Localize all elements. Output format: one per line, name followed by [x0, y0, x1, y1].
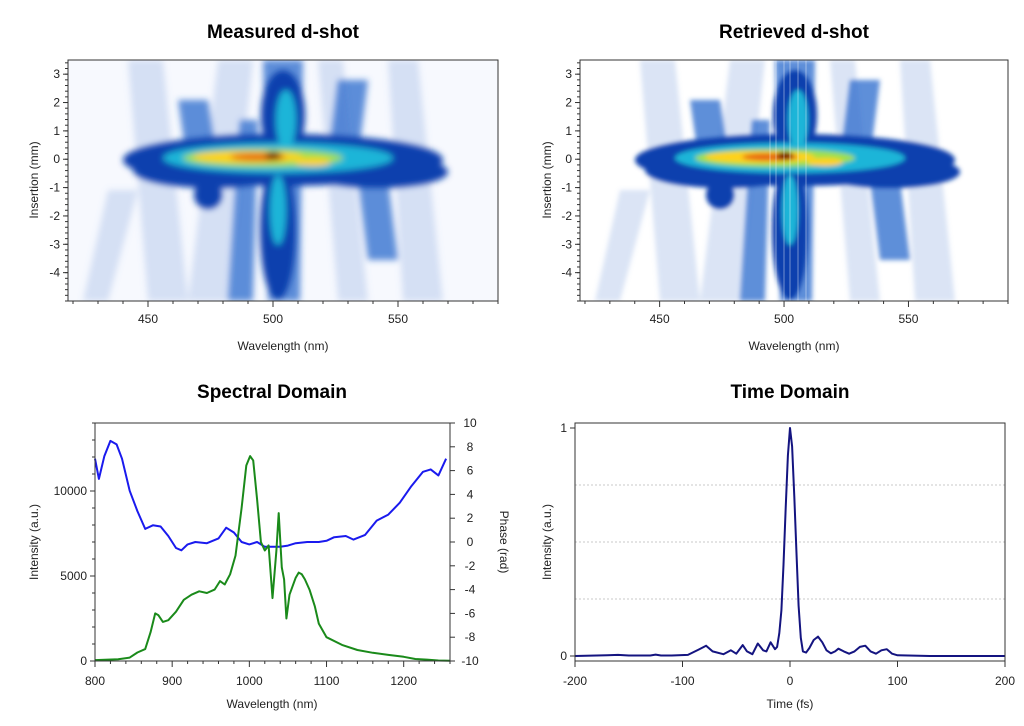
spectral-title: Spectral Domain — [197, 382, 347, 403]
spectral-xtick-label: 900 — [162, 674, 182, 688]
retrieved-heatmap — [580, 60, 1008, 301]
time-ytick-label: 0 — [560, 649, 567, 663]
retrieved-y-ticks: -4 -3 -2 -1 0 1 2 3 — [561, 62, 580, 302]
measured-frame — [67, 59, 499, 302]
retrieved-frame — [579, 59, 1009, 302]
time-series — [574, 427, 1005, 657]
measured-ytick-label: -4 — [49, 266, 60, 280]
retrieved-ytick-label: 0 — [565, 152, 572, 166]
retrieved-ytick-label: -3 — [561, 237, 572, 251]
spectral-y2tick-label: 4 — [467, 487, 474, 501]
retrieved-y-label: Insertion (mm) — [540, 141, 554, 218]
time-y-ticks: 01 — [560, 421, 575, 663]
phase-line — [94, 439, 448, 552]
spectral-xtick-label: 1200 — [390, 674, 417, 688]
spectral-y2tick-label: -2 — [465, 559, 476, 573]
spectral-x-label: Wavelength (nm) — [227, 697, 318, 711]
spectral-y2tick-label: 8 — [467, 440, 474, 454]
time-xtick-label: 200 — [995, 674, 1015, 688]
time-ytick-label: 1 — [560, 421, 567, 435]
time-xtick-label: 100 — [887, 674, 907, 688]
spectral-ytick-label: 5000 — [60, 569, 87, 583]
measured-ytick-label: 3 — [53, 67, 60, 81]
measured-xtick-label: 500 — [263, 312, 283, 326]
measured-title: Measured d-shot — [207, 22, 360, 43]
measured-xtick-label: 450 — [138, 312, 158, 326]
retrieved-xtick-label: 500 — [774, 312, 794, 326]
spectral-frame — [94, 422, 451, 662]
measured-x-ticks: 450 500 550 — [72, 301, 499, 326]
retrieved-ytick-label: -2 — [561, 209, 572, 223]
retrieved-ytick-label: 2 — [565, 96, 572, 110]
retrieved-ytick-label: -4 — [561, 266, 572, 280]
retrieved-ytick-label: 1 — [565, 124, 572, 138]
time-xtick-label: 0 — [787, 674, 794, 688]
spectral-ytick-label: 0 — [80, 654, 87, 668]
measured-ytick-label: -1 — [49, 181, 60, 195]
measured-y-ticks: -4 -3 -2 -1 0 1 2 3 — [49, 62, 68, 302]
spectral-y2tick-label: 6 — [467, 464, 474, 478]
time-x-label: Time (fs) — [767, 697, 814, 711]
measured-heatmap — [68, 60, 498, 301]
spectral-y2tick-label: -10 — [461, 654, 479, 668]
measured-ytick-label: -3 — [49, 237, 60, 251]
time-x-ticks: -200 -100 0 100 200 — [563, 661, 1015, 688]
measured-dshot-panel: Measured d-shot 450 500 550 -4 -3 -2 -1 0 1 2 3 W… — [27, 22, 499, 353]
time-gridlines — [575, 484, 1005, 600]
spectral-y2tick-label: -6 — [465, 606, 476, 620]
spectral-domain-panel: Spectral Domain 800 900 1000 1100 1200 0 5000… — [27, 382, 511, 711]
time-domain-panel: Time Domain -200 -100 0 100 200 01 Time (fs)… — [540, 382, 1015, 711]
measured-ytick-label: -2 — [49, 209, 60, 223]
time-title: Time Domain — [731, 382, 850, 403]
spectral-y2tick-label: -8 — [465, 630, 476, 644]
retrieved-ytick-label: -1 — [561, 181, 572, 195]
retrieved-dshot-panel: Retrieved d-shot 450 500 550 -4-3-2-10123 … — [540, 22, 1009, 353]
spectral-xtick-label: 1100 — [314, 674, 340, 688]
spectral-y2tick-label: 10 — [463, 416, 477, 430]
retrieved-xtick-label: 550 — [898, 312, 918, 326]
spectral-y2tick-label: -4 — [465, 583, 476, 597]
time-xtick-label: -100 — [670, 674, 694, 688]
retrieved-x-label: Wavelength (nm) — [749, 339, 840, 353]
retrieved-xtick-label: 450 — [650, 312, 670, 326]
measured-ytick-label: 2 — [53, 96, 60, 110]
spectral-y2tick-label: 0 — [467, 535, 474, 549]
measured-y-label: Insertion (mm) — [27, 141, 41, 218]
spectral-y-label: Intensity (a.u.) — [27, 504, 41, 580]
time-intensity-line — [574, 427, 1005, 657]
measured-x-label: Wavelength (nm) — [238, 339, 329, 353]
measured-ytick-label: 1 — [53, 124, 60, 138]
spectral-series — [94, 439, 451, 662]
spectral-y2tick-label: 2 — [467, 511, 474, 525]
spectral-y2-ticks: -10 -8 -6 -4 -2 0 2 4 6 8 10 — [450, 416, 479, 668]
intensity-line — [94, 455, 451, 662]
spectral-y-ticks: 0 5000 10000 — [54, 422, 95, 668]
retrieved-ytick-label: 3 — [565, 67, 572, 81]
spectral-y2-label: Phase (rad) — [497, 511, 511, 574]
retrieved-x-ticks: 450 500 550 — [584, 301, 1009, 326]
spectral-xtick-label: 800 — [85, 674, 105, 688]
spectral-x-ticks: 800 900 1000 1100 1200 — [85, 661, 451, 688]
retrieved-title: Retrieved d-shot — [719, 22, 870, 43]
measured-ytick-label: 0 — [53, 152, 60, 166]
measured-xtick-label: 550 — [388, 312, 408, 326]
time-y-label: Intensity (a.u.) — [540, 504, 554, 580]
spectral-xtick-label: 1000 — [236, 674, 263, 688]
spectral-ytick-label: 10000 — [54, 484, 88, 498]
time-xtick-label: -200 — [563, 674, 587, 688]
